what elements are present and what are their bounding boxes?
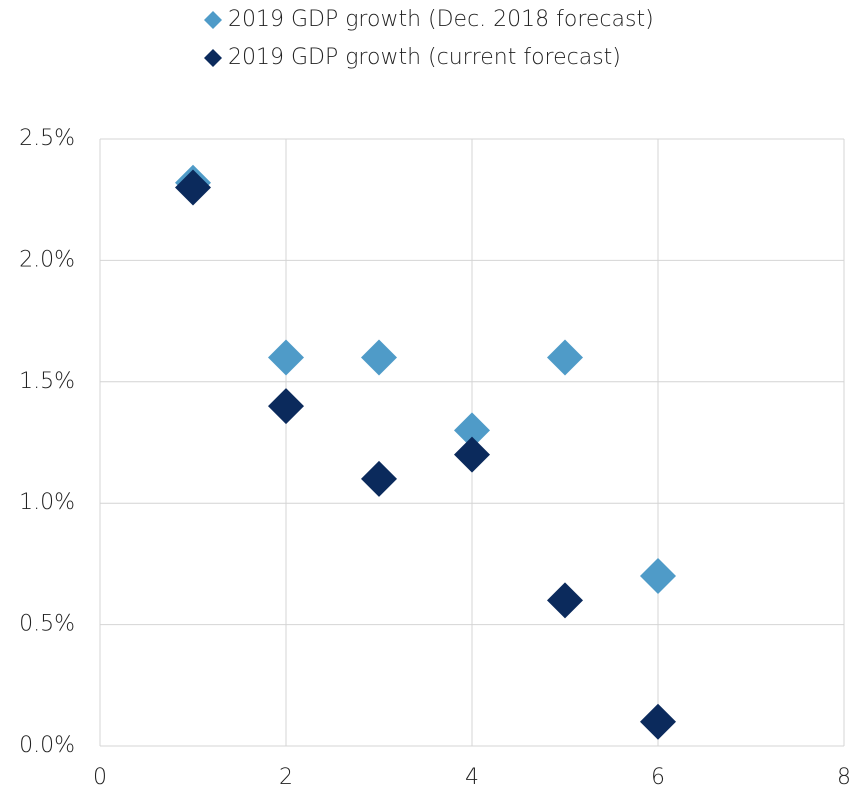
scatter-point [268, 388, 304, 425]
y-tick-label: 1.0% [19, 490, 75, 515]
x-tick-label: 0 [93, 765, 107, 790]
scatter-point [640, 703, 676, 740]
legend-label: 2019 GDP growth (current forecast) [228, 45, 621, 70]
x-tick-label: 6 [651, 765, 665, 790]
x-tick-label: 2 [279, 765, 293, 790]
legend-marker [204, 49, 222, 67]
legend-marker [204, 11, 222, 29]
y-tick-label: 1.5% [19, 369, 75, 394]
y-tick-label: 0.5% [19, 612, 75, 637]
scatter-point [361, 339, 397, 376]
scatter-point [361, 460, 397, 497]
scatter-point [454, 436, 490, 473]
y-tick-label: 2.5% [19, 126, 75, 151]
x-tick-label: 4 [465, 765, 479, 790]
y-tick-label: 0.0% [19, 733, 75, 758]
y-tick-label: 2.0% [19, 247, 75, 272]
legend-label: 2019 GDP growth (Dec. 2018 forecast) [228, 7, 654, 32]
x-tick-label: 8 [837, 765, 851, 790]
scatter-point [547, 339, 583, 376]
scatter-point [547, 582, 583, 619]
scatter-point [268, 339, 304, 376]
scatter-point [175, 169, 211, 206]
scatter-point [640, 558, 676, 595]
scatter-point [454, 412, 490, 449]
